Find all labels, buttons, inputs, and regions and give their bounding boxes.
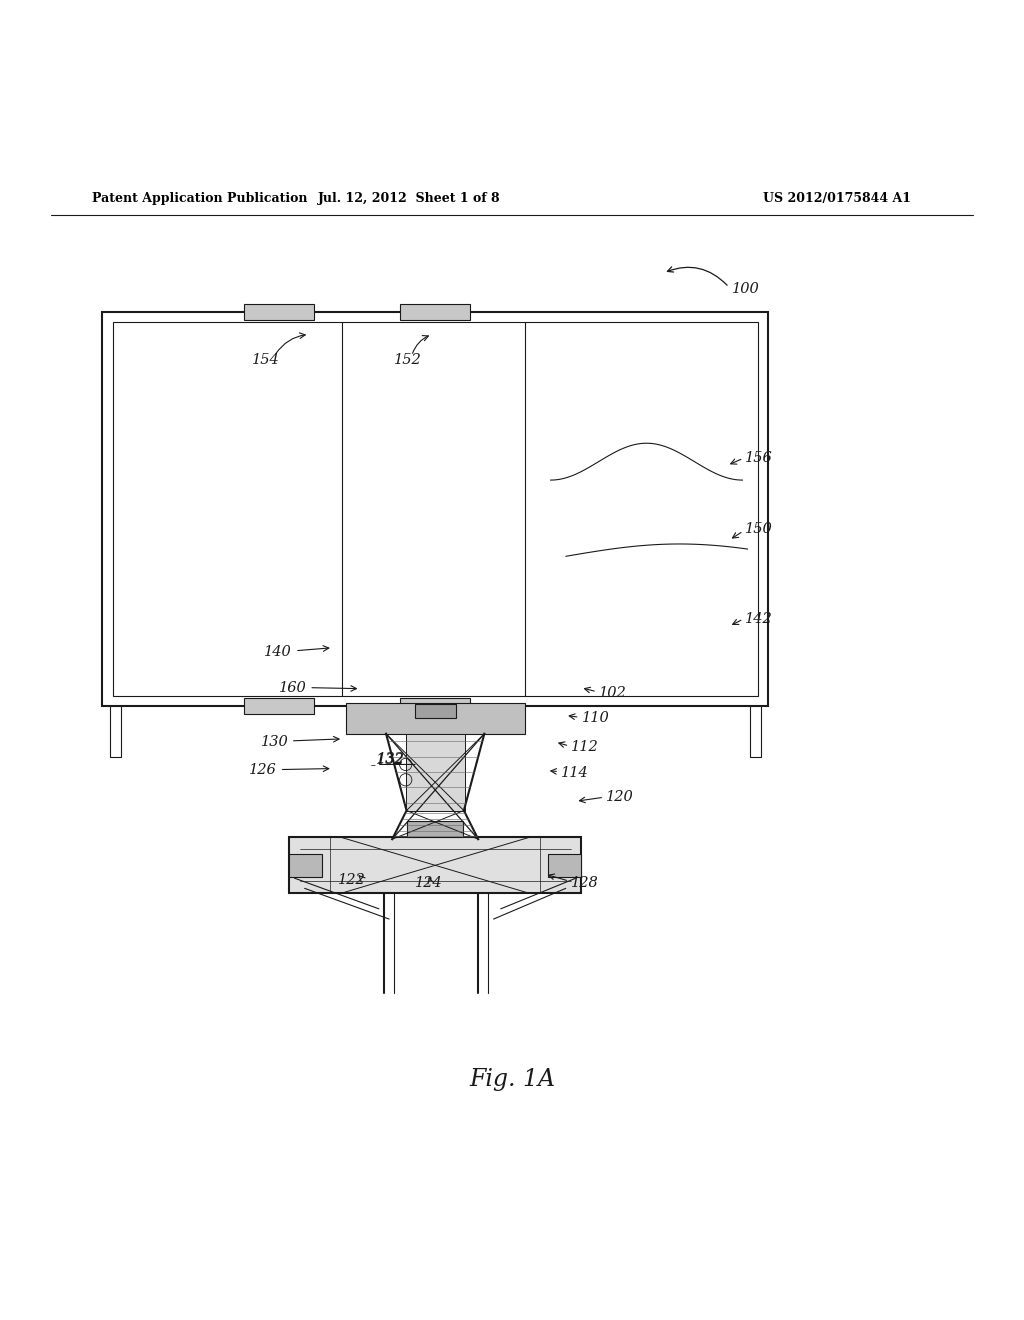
Bar xyxy=(415,704,456,718)
Text: 156: 156 xyxy=(745,451,773,465)
Text: US 2012/0175844 A1: US 2012/0175844 A1 xyxy=(763,191,911,205)
Bar xyxy=(290,854,323,876)
Text: 114: 114 xyxy=(561,766,589,780)
Text: 140: 140 xyxy=(264,644,292,659)
Bar xyxy=(750,706,761,758)
Text: 128: 128 xyxy=(571,876,599,890)
Bar xyxy=(406,734,465,810)
Text: Patent Application Publication: Patent Application Publication xyxy=(92,191,307,205)
Text: Jul. 12, 2012  Sheet 1 of 8: Jul. 12, 2012 Sheet 1 of 8 xyxy=(318,191,501,205)
Text: 132: 132 xyxy=(377,752,404,767)
Text: Fig. 1A: Fig. 1A xyxy=(469,1068,555,1092)
Text: ̱132: ̱132 xyxy=(377,752,404,767)
Bar xyxy=(244,304,313,319)
Text: 142: 142 xyxy=(745,612,773,626)
Text: 100: 100 xyxy=(732,282,760,296)
Bar xyxy=(113,322,758,696)
Text: 110: 110 xyxy=(582,711,609,726)
Bar xyxy=(346,704,524,734)
Bar xyxy=(400,698,470,714)
Bar xyxy=(102,312,768,706)
Bar xyxy=(408,821,463,837)
Bar xyxy=(549,854,582,876)
Text: 154: 154 xyxy=(252,352,280,367)
Bar xyxy=(400,304,470,319)
Text: 124: 124 xyxy=(415,876,442,890)
Bar xyxy=(110,706,121,758)
Text: 122: 122 xyxy=(338,873,366,887)
Bar xyxy=(290,837,582,894)
Text: 160: 160 xyxy=(279,681,306,694)
Text: 152: 152 xyxy=(394,352,422,367)
Text: 102: 102 xyxy=(599,686,627,700)
Text: 120: 120 xyxy=(606,791,634,804)
Bar xyxy=(244,698,313,714)
Text: 112: 112 xyxy=(571,741,599,754)
Text: 126: 126 xyxy=(249,763,276,776)
Text: 130: 130 xyxy=(261,735,289,748)
Text: 150: 150 xyxy=(745,521,773,536)
